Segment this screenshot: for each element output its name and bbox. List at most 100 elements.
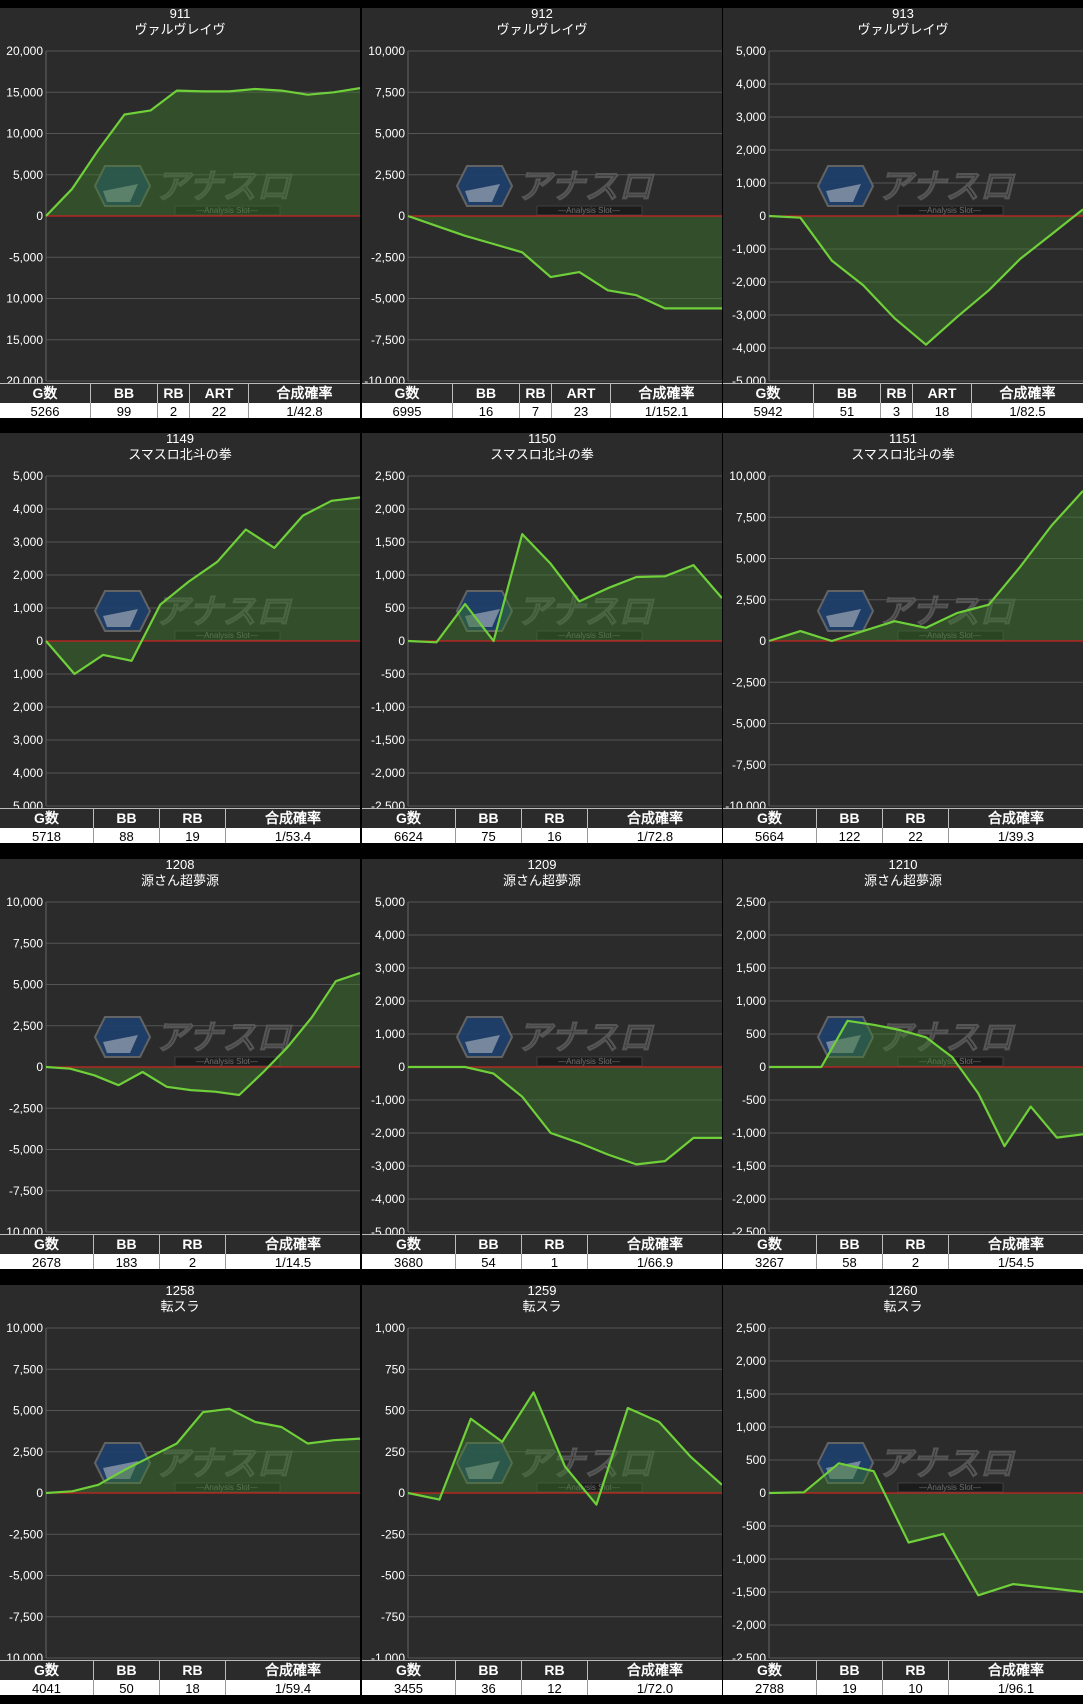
stats-value-row: 3455 36 12 1/72.0 — [362, 1680, 722, 1695]
stats-header-cell: RB — [880, 384, 912, 403]
y-tick-label: 1,500 — [736, 1387, 766, 1401]
machine-panel-1151: 1151 スマスロ北斗の拳 10,000 7,500 5,000 2,500 0 -2,500… — [723, 433, 1083, 843]
y-tick-label: 0 — [398, 1486, 405, 1500]
stats-value-row: 2678 183 2 1/14.5 — [0, 1254, 360, 1269]
machine-panel-1258: 1258 転スラ 10,000 7,500 5,000 2,500 0 -2,500 -5,00… — [0, 1285, 360, 1695]
watermark-logo: アナスロ―Analysis Slot― — [455, 165, 655, 216]
y-tick-label: -7,500 — [371, 333, 405, 347]
stats-value-cell: 2 — [882, 1254, 948, 1269]
stats-value-cell: 6624 — [394, 829, 423, 843]
y-tick-label: -500 — [742, 1093, 766, 1107]
stats-value-cell: 5942 — [753, 404, 783, 418]
y-tick-label: 7,500 — [375, 85, 405, 99]
panel-header: 911 ヴァルヴレイヴ — [0, 8, 360, 38]
y-tick-label: 0 — [398, 1060, 405, 1074]
panel-header: 1259 転スラ — [362, 1285, 722, 1315]
stats-header-cell: BB — [455, 1235, 521, 1254]
stats-header-cell: G数 — [396, 810, 421, 826]
stats-value-cell: 36 — [455, 1680, 521, 1695]
machine-panel-1149: 1149 スマスロ北斗の拳 5,000 4,000 3,000 2,000 1,000 0 1,… — [0, 433, 360, 843]
stats-value-cell: 54 — [455, 1254, 521, 1269]
watermark-sub-text: ―Analysis Slot― — [919, 206, 981, 215]
y-tick-label: 4,000 — [736, 77, 766, 91]
watermark-logo: アナスロ―Analysis Slot― — [93, 165, 293, 216]
stats-header-cell: G数 — [32, 385, 58, 401]
payout-chart: 5,000 4,000 3,000 2,000 1,000 0 -1,000 -2,000 -3… — [371, 895, 722, 1239]
y-tick-label: 5,000 — [736, 44, 766, 58]
machine-panel-1210: 1210 源さん超夢源 2,500 2,000 1,500 1,000 500 0 -500 -1… — [723, 859, 1083, 1269]
machine-number: 1209 — [527, 859, 557, 872]
stats-value-cell: 12 — [521, 1680, 587, 1695]
payout-area — [769, 1463, 1083, 1596]
stats-header-cell: BB — [455, 1661, 521, 1680]
y-tick-label: -500 — [381, 667, 405, 681]
y-tick-label: -5,000 — [9, 250, 43, 264]
stats-header-cell: BB — [452, 384, 519, 403]
y-tick-label: 2,000 — [736, 143, 766, 157]
y-tick-label: -750 — [381, 1610, 405, 1624]
y-tick-label: 1,000 — [375, 1321, 405, 1335]
y-tick-label: -3,000 — [732, 308, 766, 322]
stats-value-cell: 58 — [816, 1254, 882, 1269]
watermark-sub-text: ―Analysis Slot― — [558, 1483, 620, 1492]
stats-table: G数 BB RB 合成確率 2788 19 10 1/96.1 — [723, 1660, 1083, 1695]
y-tick-label: -2,000 — [732, 1192, 766, 1206]
payout-area — [408, 1392, 722, 1505]
y-tick-label: -4,000 — [371, 1192, 405, 1206]
y-tick-label: 3,000 — [375, 961, 405, 975]
stats-header-row: G数 BB RB 合成確率 — [723, 1234, 1083, 1254]
payout-chart: 20,000 15,000 10,000 5,000 0 -5,000 10,000 15,0… — [6, 44, 360, 388]
machine-name: 源さん超夢源 — [863, 873, 942, 888]
panel-header: 1260 転スラ — [723, 1285, 1083, 1315]
stats-table: G数 BB RB ART 合成確率 5266 99 2 22 1/42.8 — [0, 383, 360, 418]
machine-name: 源さん超夢源 — [140, 873, 219, 888]
y-tick-label: 0 — [759, 209, 766, 223]
stats-header-cell: RB — [159, 1661, 225, 1680]
y-tick-label: 4,000 — [13, 766, 43, 780]
watermark-sub-text: ―Analysis Slot― — [919, 631, 981, 640]
y-tick-label: -1,000 — [371, 1093, 405, 1107]
y-tick-label: -2,000 — [732, 1618, 766, 1632]
machine-name: ヴァルヴレイヴ — [496, 22, 588, 37]
machine-number: 1210 — [888, 859, 918, 872]
stats-value-cell: 3 — [880, 403, 912, 418]
watermark-main-text: アナスロ — [155, 592, 292, 632]
y-tick-label: 2,000 — [13, 568, 43, 582]
stats-header-cell: 合成確率 — [587, 1661, 722, 1680]
stats-table: G数 BB RB 合成確率 5664 122 22 1/39.3 — [723, 808, 1083, 843]
stats-header-cell: G数 — [755, 385, 781, 401]
y-tick-label: 2,500 — [375, 469, 405, 483]
stats-table: G数 BB RB 合成確率 4041 50 18 1/59.4 — [0, 1660, 360, 1695]
y-tick-label: 4,000 — [13, 502, 43, 516]
stats-value-cell: 5718 — [32, 829, 61, 843]
machine-name: 源さん超夢源 — [502, 873, 581, 888]
y-tick-label: 7,500 — [13, 936, 43, 950]
y-tick-label: 0 — [759, 1060, 766, 1074]
y-tick-label: 5,000 — [13, 1404, 43, 1418]
y-tick-label: 2,000 — [736, 928, 766, 942]
payout-area — [46, 973, 360, 1095]
y-tick-label: 1,000 — [736, 176, 766, 190]
stats-header-row: G数 BB RB ART 合成確率 — [362, 383, 722, 403]
stats-value-cell: 18 — [912, 403, 971, 418]
y-tick-label: 0 — [759, 1486, 766, 1500]
machine-panel-1209: 1209 源さん超夢源 5,000 4,000 3,000 2,000 1,000 0 -1,0… — [362, 859, 722, 1269]
stats-value-cell: 16 — [452, 403, 519, 418]
stats-value-cell: 1/53.4 — [225, 828, 360, 843]
stats-value-cell: 122 — [816, 828, 882, 843]
stats-value-cell: 22 — [882, 828, 948, 843]
stats-header-cell: G数 — [757, 1236, 782, 1252]
stats-value-row: 5266 99 2 22 1/42.8 — [0, 403, 360, 418]
y-tick-label: -1,000 — [732, 1552, 766, 1566]
stats-table: G数 BB RB 合成確率 3455 36 12 1/72.0 — [362, 1660, 722, 1695]
stats-value-cell: 19 — [816, 1680, 882, 1695]
stats-table: G数 BB RB ART 合成確率 5942 51 3 18 1/82.5 — [723, 383, 1083, 418]
stats-value-cell: 1/42.8 — [248, 403, 360, 418]
y-tick-label: 2,500 — [736, 1321, 766, 1335]
y-tick-label: 500 — [746, 1453, 766, 1467]
y-tick-label: 1,500 — [375, 535, 405, 549]
stats-table: G数 BB RB 合成確率 6624 75 16 1/72.8 — [362, 808, 722, 843]
stats-value-cell: 18 — [159, 1680, 225, 1695]
stats-value-cell: 1/39.3 — [948, 828, 1083, 843]
stats-value-cell: 1 — [521, 1254, 587, 1269]
